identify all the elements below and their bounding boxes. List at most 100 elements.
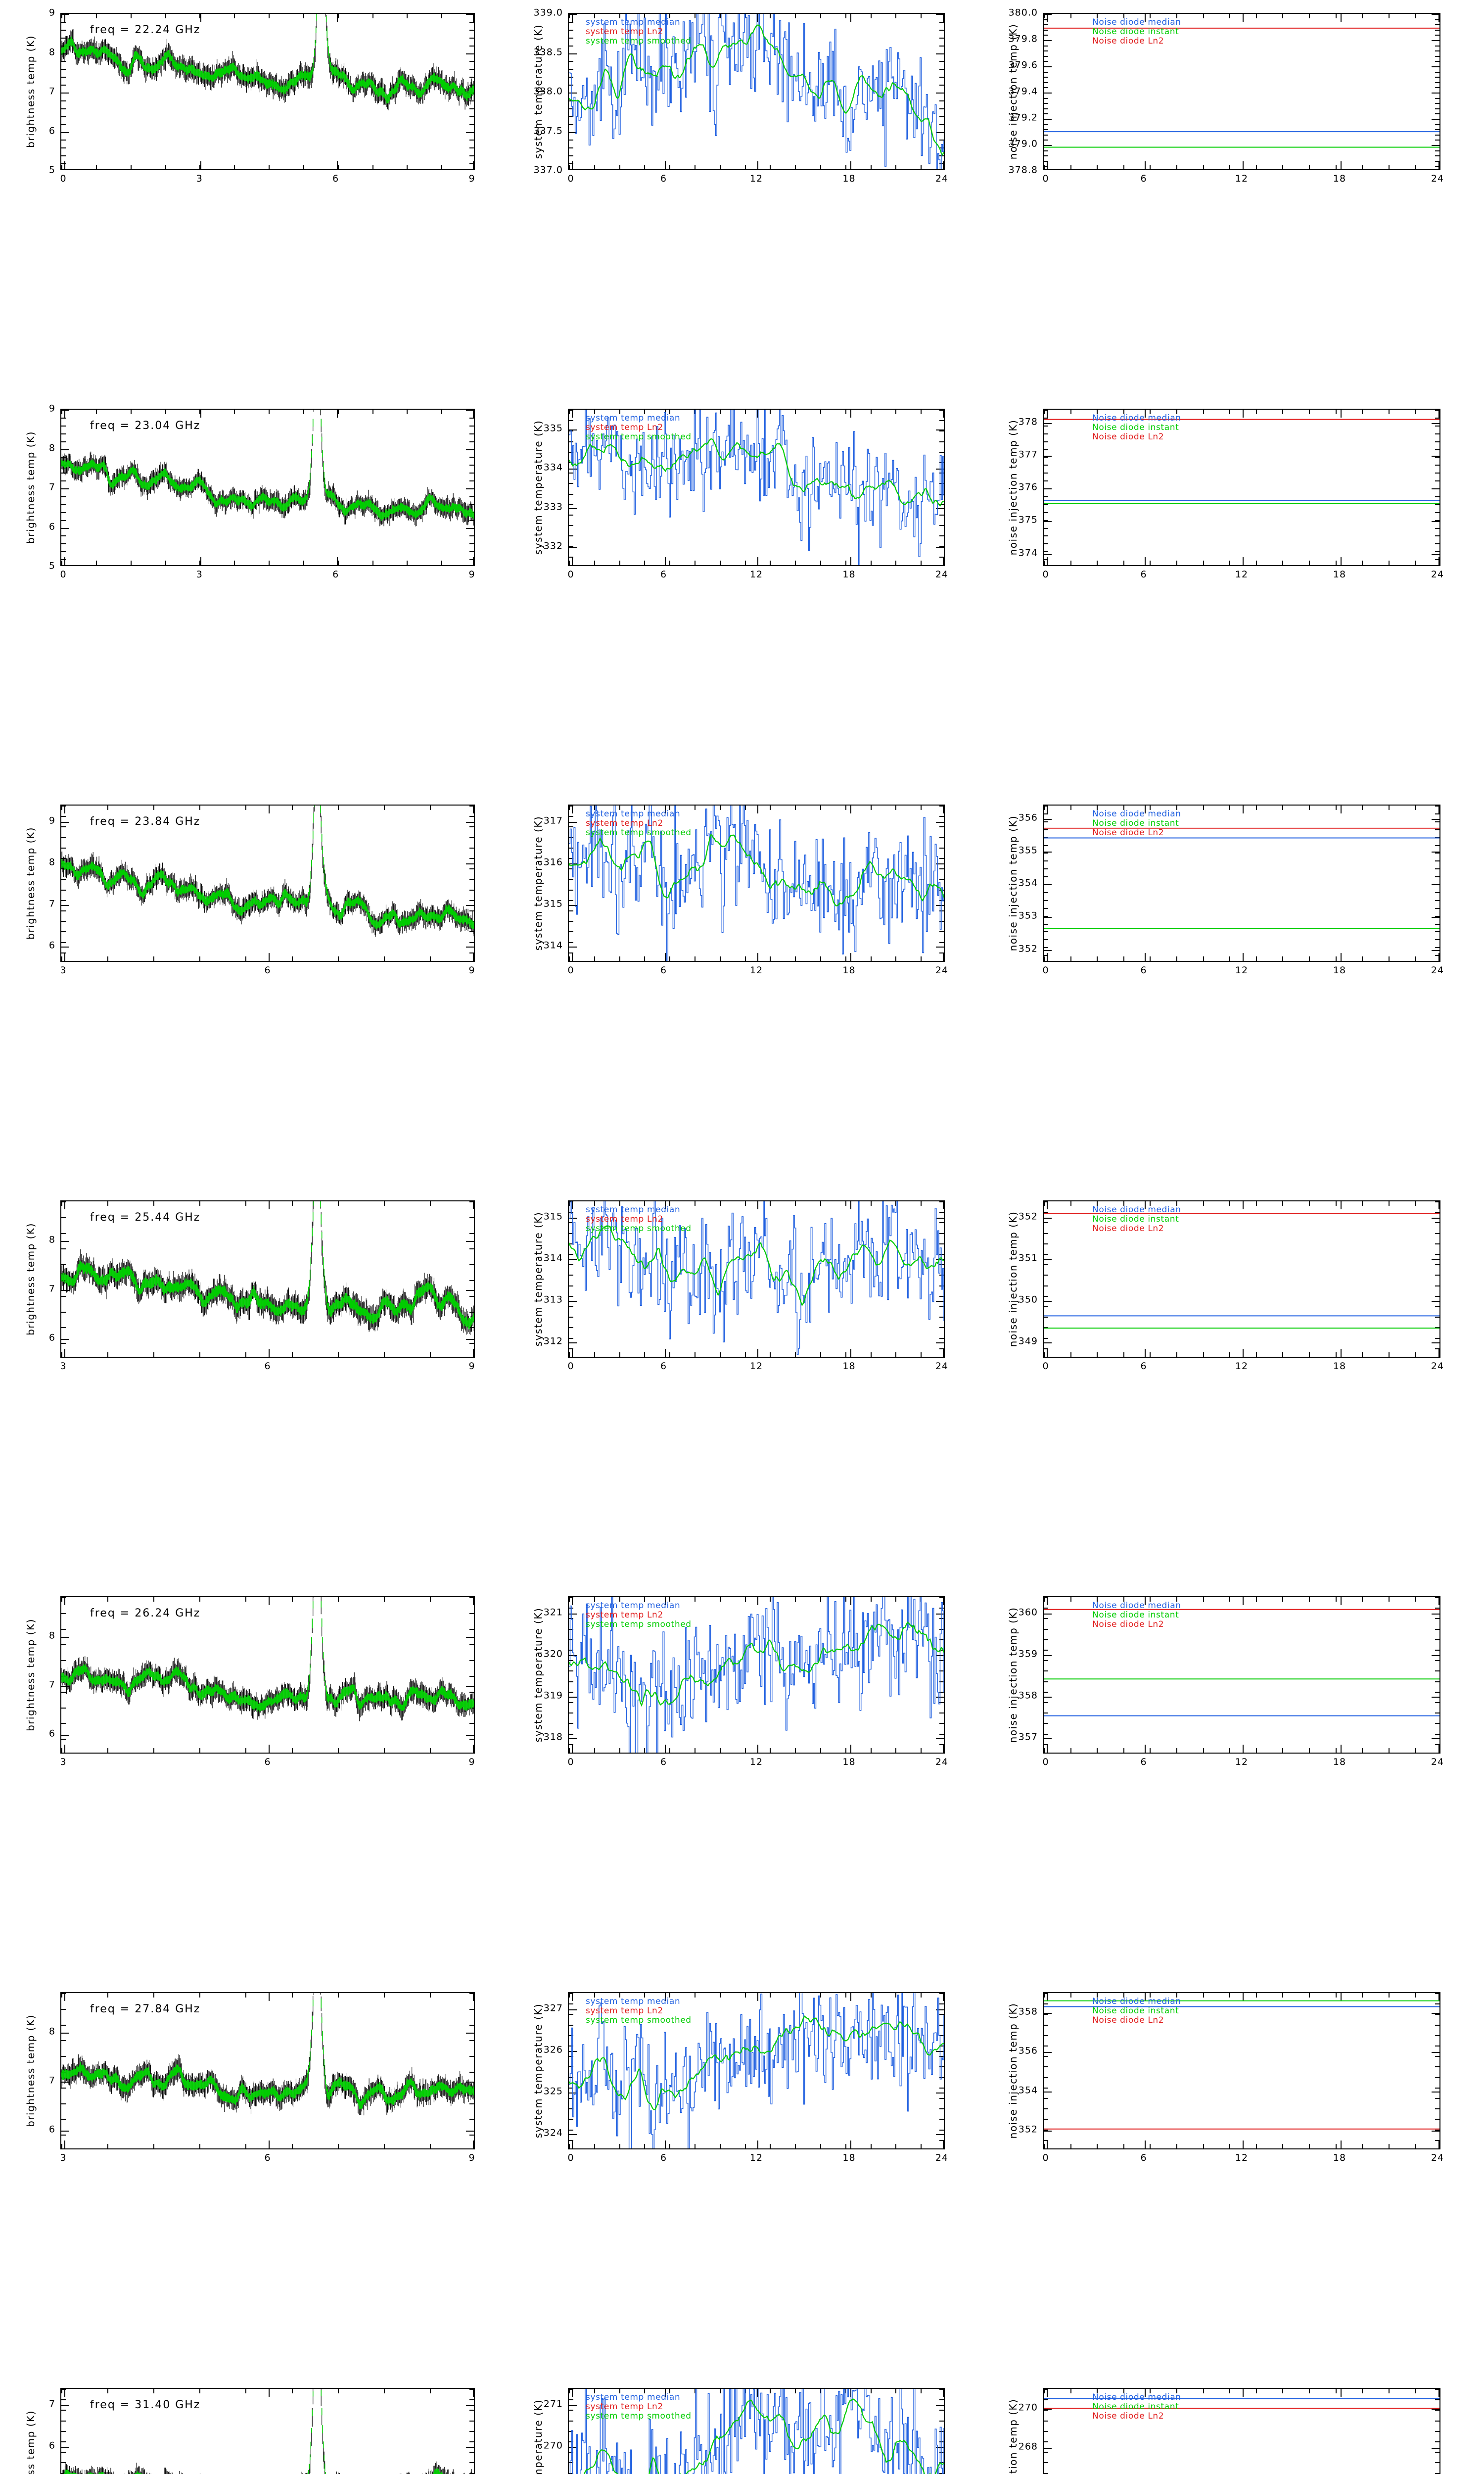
y-tick-major bbox=[1044, 2052, 1052, 2053]
y-tick-minor bbox=[939, 132, 944, 133]
x-tick-minor bbox=[1150, 1352, 1151, 1357]
y-tick-minor bbox=[469, 1343, 474, 1344]
x-tick-major bbox=[943, 1349, 944, 1357]
y-tick-minor bbox=[1044, 2035, 1048, 2036]
y-tick-minor bbox=[61, 559, 66, 561]
y-tick-minor bbox=[939, 816, 944, 817]
plot-box-brightness bbox=[60, 409, 475, 566]
legend-entry: Noise diode Ln2 bbox=[1092, 432, 1181, 442]
y-tick-minor bbox=[61, 952, 66, 953]
y-tick-minor bbox=[1435, 35, 1439, 36]
y-tick-major bbox=[1432, 2448, 1439, 2449]
x-tick-minor bbox=[1150, 2144, 1151, 2148]
x-tick-minor bbox=[303, 561, 304, 565]
x-tick-minor bbox=[1229, 14, 1231, 18]
y-tick-minor bbox=[1435, 1723, 1439, 1724]
y-tick-minor bbox=[61, 124, 66, 125]
x-tick-minor bbox=[1229, 956, 1231, 961]
x-tick-major bbox=[1243, 557, 1244, 565]
x-tick-minor bbox=[1123, 956, 1124, 961]
y-tick-minor bbox=[1044, 488, 1048, 489]
legend-noisediode: Noise diode median Noise diode instant Noi… bbox=[1092, 1997, 1181, 2025]
x-tick-minor bbox=[1097, 1201, 1098, 1206]
y-tick-minor bbox=[939, 69, 944, 70]
y-tick-minor bbox=[1435, 931, 1439, 933]
y-tick-major bbox=[936, 2134, 944, 2135]
x-tick-minor bbox=[1150, 561, 1151, 565]
x-tick-minor bbox=[619, 806, 620, 810]
y-tick-minor bbox=[1435, 145, 1439, 146]
freq-annotation: freq = 26.24 GHz bbox=[90, 1607, 200, 1619]
y-tick-minor bbox=[569, 546, 573, 547]
x-tick-major bbox=[473, 953, 474, 961]
x-tick-label: 9 bbox=[468, 966, 475, 975]
y-tick-label: 315 bbox=[544, 899, 563, 908]
x-tick-minor bbox=[291, 1597, 293, 1602]
x-tick-minor bbox=[337, 956, 339, 961]
y-tick-minor bbox=[1044, 821, 1048, 822]
y-tick-minor bbox=[1435, 829, 1439, 830]
x-tick-major bbox=[757, 1745, 758, 1753]
x-tick-major bbox=[664, 1745, 666, 1753]
legend-entry: Noise diode median bbox=[1092, 18, 1181, 27]
x-tick-minor bbox=[153, 956, 155, 961]
y-tick-minor bbox=[469, 2056, 474, 2057]
x-tick-major bbox=[1145, 953, 1146, 961]
x-tick-major bbox=[572, 2141, 573, 2148]
x-tick-label: 12 bbox=[750, 1758, 763, 1767]
x-tick-minor bbox=[845, 14, 846, 18]
x-tick-minor bbox=[1415, 1201, 1416, 1206]
x-tick-minor bbox=[1335, 410, 1337, 414]
y-tick-minor bbox=[1435, 2389, 1439, 2390]
y-tick-minor bbox=[1044, 845, 1048, 846]
x-tick-minor bbox=[303, 410, 304, 414]
x-tick-major bbox=[850, 2389, 851, 2397]
plot-data-systemp bbox=[569, 806, 944, 961]
legend-entry: Noise diode median bbox=[1092, 414, 1181, 423]
x-tick-minor bbox=[1203, 1201, 1204, 1206]
x-tick-minor bbox=[1203, 561, 1204, 565]
x-tick-label: 18 bbox=[842, 570, 855, 579]
y-tick-minor bbox=[939, 1222, 944, 1224]
x-tick-minor bbox=[669, 2389, 671, 2393]
x-tick-major bbox=[336, 557, 338, 565]
x-tick-minor bbox=[1123, 1201, 1124, 1206]
y-tick-label: 325 bbox=[544, 2087, 563, 2096]
x-tick-minor bbox=[744, 14, 746, 18]
y-tick-minor bbox=[61, 806, 66, 807]
y-tick-major bbox=[466, 2405, 474, 2407]
y-tick-minor bbox=[939, 1327, 944, 1329]
x-tick-major bbox=[943, 14, 944, 22]
x-tick-major bbox=[473, 1597, 474, 1605]
y-tick-minor bbox=[1044, 140, 1048, 141]
x-tick-minor bbox=[1044, 1352, 1045, 1357]
x-tick-minor bbox=[770, 806, 771, 810]
y-tick-minor bbox=[469, 480, 474, 482]
x-tick-minor bbox=[199, 956, 201, 961]
y-tick-minor bbox=[939, 1993, 944, 1994]
y-tick-major bbox=[1432, 554, 1439, 555]
y-tick-minor bbox=[1044, 1670, 1048, 1672]
y-tick-minor bbox=[1435, 1660, 1439, 1662]
y-tick-major bbox=[936, 547, 944, 549]
y-tick-label: 6 bbox=[49, 1333, 55, 1343]
x-tick-major bbox=[850, 161, 851, 169]
x-tick-minor bbox=[921, 1748, 922, 1753]
y-tick-label: 7 bbox=[49, 1680, 55, 1689]
x-tick-minor bbox=[744, 561, 746, 565]
y-tick-minor bbox=[1044, 119, 1048, 120]
y-tick-minor bbox=[469, 457, 474, 458]
y-tick-minor bbox=[61, 147, 66, 149]
x-tick-label: 3 bbox=[60, 2153, 66, 2163]
y-tick-major bbox=[1432, 2131, 1439, 2132]
y-tick-minor bbox=[569, 1702, 573, 1703]
y-tick-minor bbox=[569, 493, 573, 495]
x-tick-major bbox=[664, 1349, 666, 1357]
x-tick-minor bbox=[1150, 1993, 1151, 1998]
x-tick-minor bbox=[669, 1201, 671, 1206]
y-tick-minor bbox=[1044, 1233, 1048, 1234]
legend-entry: system temp median bbox=[586, 1601, 692, 1611]
plot-box-systemp bbox=[568, 1596, 945, 1754]
x-tick-minor bbox=[594, 1597, 595, 1602]
x-tick-major bbox=[1341, 557, 1342, 565]
